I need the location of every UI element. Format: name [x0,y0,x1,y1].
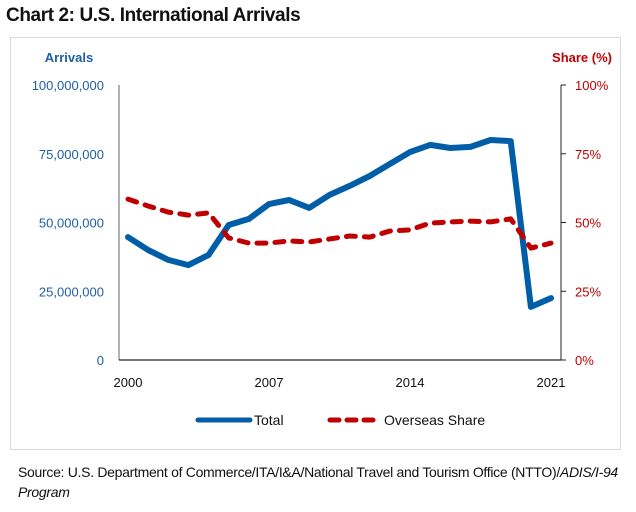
x-tick-label: 2000 [114,375,143,390]
y-axis-label: Arrivals [45,50,93,65]
x-tick-label: 2021 [537,375,566,390]
y-tick-label: 75,000,000 [39,147,104,162]
y2-axis-label: Share (%) [552,50,612,65]
x-tick-label: 2014 [396,375,425,390]
y-tick-label: 0 [97,353,104,368]
source-note: Source: U.S. Department of Commerce/ITA/… [18,462,628,502]
legend-label-overseas-share: Overseas Share [384,412,485,428]
series-line-total [125,137,554,310]
y-tick-label: 25,000,000 [39,284,104,299]
chart-frame [10,37,621,450]
y2-tick-label: 100% [575,78,609,93]
y2-tick-label: 50% [575,216,601,231]
x-tick-label: 2007 [255,375,284,390]
legend: Total Overseas Share [195,412,485,428]
series-line-overseas-share [125,196,554,251]
y2-tick-label: 25% [575,284,601,299]
y2-tick-label: 75% [575,147,601,162]
chart-title: Chart 2: U.S. International Arrivals [6,5,301,26]
y-tick-label: 100,000,000 [32,78,104,93]
y2-tick-label: 0% [575,353,594,368]
y-tick-label: 50,000,000 [39,216,104,231]
source-text: Source: U.S. Department of Commerce/ITA/… [18,464,560,480]
legend-label-total: Total [254,412,284,428]
source-program: ADIS/I-94 Program [18,464,618,500]
